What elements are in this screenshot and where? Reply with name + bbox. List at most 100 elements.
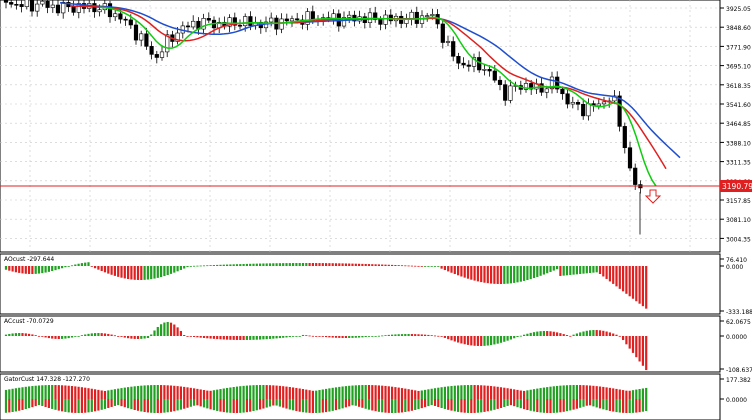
histogram-bar — [354, 399, 357, 406]
histogram-bar — [470, 266, 473, 280]
histogram-bar — [51, 399, 54, 409]
histogram-bar — [173, 385, 176, 399]
histogram-bar — [499, 387, 503, 399]
price-tick-label: 3695.10 — [726, 64, 751, 71]
histogram-bar — [44, 399, 47, 408]
candle — [596, 98, 601, 110]
histogram-bar — [509, 266, 512, 284]
histogram-bar — [229, 336, 232, 340]
histogram-bar — [341, 386, 344, 399]
candle — [61, 0, 66, 19]
histogram-bar — [529, 332, 532, 336]
histogram-bar — [354, 336, 357, 338]
histogram-bar — [321, 336, 324, 337]
candle — [3, 0, 9, 9]
histogram-bar — [67, 266, 70, 267]
histogram-bar — [150, 399, 153, 413]
candle — [35, 0, 40, 17]
histogram-bar — [136, 336, 140, 339]
histogram-bar — [645, 387, 648, 399]
main-price-panel[interactable] — [0, 0, 721, 253]
histogram-bar — [57, 399, 60, 411]
histogram-bar — [156, 399, 159, 413]
current-price-label: 3190.79 — [722, 182, 752, 191]
histogram-bar — [226, 336, 229, 340]
histogram-bar — [473, 399, 476, 413]
histogram-bar — [450, 399, 453, 411]
candle — [549, 71, 555, 94]
histogram-bar — [90, 388, 93, 399]
histogram-bar — [8, 399, 11, 413]
histogram-bar — [278, 336, 281, 339]
histogram-bar — [602, 266, 605, 277]
histogram-bar — [173, 266, 176, 273]
histogram-bar — [635, 336, 638, 358]
histogram-bar — [80, 335, 83, 337]
histogram-bar — [374, 399, 377, 412]
histogram-bar — [153, 385, 156, 399]
histogram-bar — [457, 336, 460, 343]
histogram-bar — [259, 385, 262, 399]
histogram-bar — [4, 399, 8, 413]
histogram-bar — [94, 399, 97, 412]
histogram-bar — [229, 387, 232, 399]
histogram-bar — [486, 266, 489, 284]
indicator-panel-gator[interactable]: GatorCust 147.328 -127.270 177.382 0.0000 — [0, 373, 751, 420]
histogram-bar — [430, 399, 433, 406]
histogram-bar — [37, 399, 41, 406]
histogram-bar — [301, 389, 305, 399]
indicator-label: GatorCust 147.328 -127.270 — [4, 376, 90, 383]
histogram-bar — [140, 336, 143, 339]
histogram-bar — [496, 399, 499, 409]
histogram-bar — [569, 385, 572, 399]
histogram-bar — [308, 399, 311, 413]
histogram-bar — [77, 263, 80, 266]
histogram-bar — [615, 388, 618, 399]
histogram-bar — [595, 386, 598, 399]
histogram-bar — [516, 336, 519, 337]
candle — [570, 96, 575, 109]
histogram-bar — [493, 266, 496, 284]
indicator-tick-label: -333.188 — [726, 309, 752, 316]
histogram-bar — [84, 334, 87, 336]
histogram-bar — [242, 263, 245, 266]
histogram-bar — [595, 266, 598, 273]
histogram-bar — [117, 336, 120, 337]
histogram-bar — [440, 336, 443, 337]
histogram-bar — [628, 399, 631, 413]
histogram-bar — [325, 399, 328, 413]
histogram-bar — [193, 388, 196, 399]
histogram-bar — [635, 399, 638, 413]
histogram-bar — [288, 336, 291, 338]
histogram-bar — [496, 336, 499, 344]
histogram-bar — [61, 336, 64, 339]
histogram-bar — [146, 385, 149, 399]
histogram-bar — [133, 266, 136, 280]
histogram-bar — [103, 399, 107, 409]
histogram-bar — [31, 266, 34, 274]
histogram-bar — [605, 399, 608, 411]
histogram-bar — [529, 266, 532, 280]
histogram-bar — [506, 388, 509, 399]
histogram-bar — [196, 265, 199, 267]
histogram-bar — [61, 266, 64, 269]
histogram-bar — [625, 390, 628, 399]
histogram-bar — [420, 266, 423, 267]
histogram-bar — [153, 330, 156, 336]
main-grid — [0, 0, 720, 252]
histogram-bar — [542, 266, 545, 275]
histogram-bar — [361, 336, 364, 338]
histogram-bar — [87, 399, 90, 413]
indicator-panel-ac[interactable]: ACcust -70.0729 62.0675 0.0000 -108.6374 — [0, 315, 752, 374]
histogram-bar — [420, 334, 423, 336]
histogram-bar — [278, 385, 281, 399]
histogram-bar — [70, 399, 74, 413]
histogram-bar — [80, 387, 83, 399]
histogram-bar — [354, 385, 357, 399]
candle — [154, 50, 159, 64]
histogram-bar — [542, 331, 545, 336]
price-tick-label: 3925.05 — [726, 6, 751, 13]
histogram-bar — [315, 390, 318, 399]
